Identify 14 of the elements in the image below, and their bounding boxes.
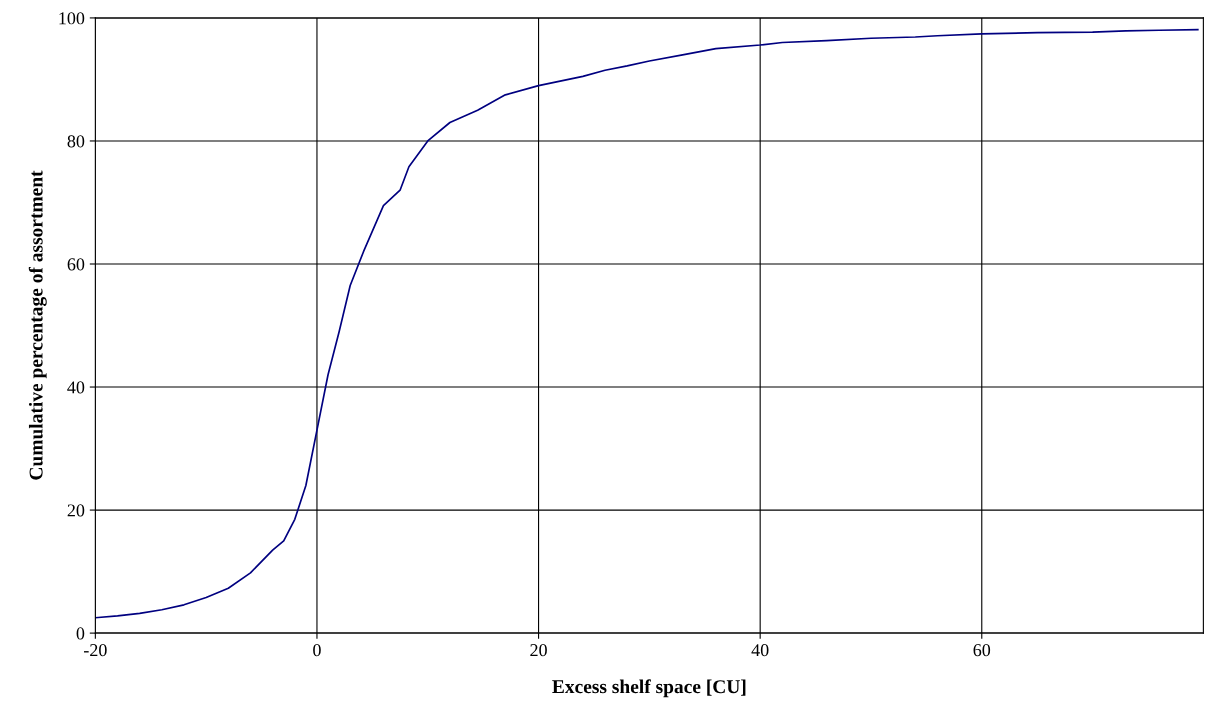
- y-tick-label: 100: [59, 12, 85, 25]
- x-tick-label: 0: [313, 644, 321, 657]
- x-tick-label: 40: [751, 644, 769, 657]
- y-axis-title: Cumulative percentage of assortment: [28, 170, 47, 480]
- y-tick-label: 60: [67, 258, 85, 271]
- x-tick-label: 20: [530, 644, 547, 657]
- x-tick-label: 60: [973, 644, 991, 657]
- y-tick-label: 40: [67, 381, 85, 394]
- y-tick-label: 20: [67, 504, 85, 517]
- y-tick-label: 80: [67, 135, 85, 148]
- line-series: [95, 28, 1199, 619]
- y-tick-label: 0: [76, 627, 85, 640]
- x-axis-title: Excess shelf space [CU]: [552, 679, 746, 698]
- x-tick-label: -20: [83, 644, 107, 657]
